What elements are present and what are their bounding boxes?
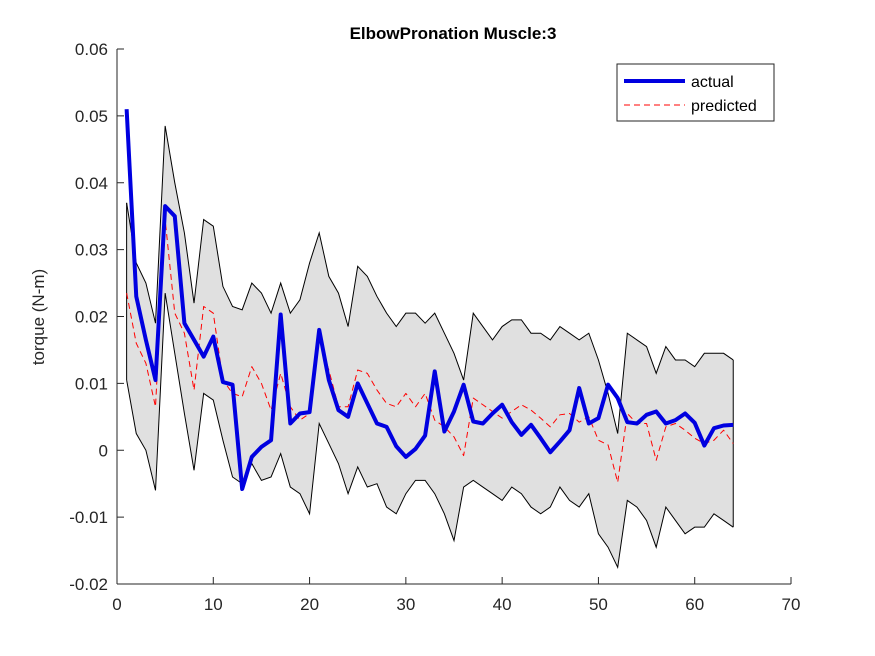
- series-line-actual: [124, 109, 734, 492]
- x-tick-label: 10: [204, 595, 223, 614]
- x-tick-label: 20: [300, 595, 319, 614]
- y-tick-label: -0.01: [69, 508, 108, 527]
- y-tick-label: 0.02: [75, 308, 108, 327]
- band-lower-bound: [126, 293, 734, 569]
- y-tick-label: 0.03: [75, 241, 108, 260]
- y-tick-label: 0.05: [75, 107, 108, 126]
- legend-box: [616, 63, 775, 122]
- legend-label-predicted: predicted: [691, 98, 757, 115]
- band-layer: [126, 125, 734, 569]
- y-tick-label: 0: [99, 441, 108, 460]
- legend-label-actual: actual: [691, 74, 734, 91]
- x-tick-label: 0: [112, 595, 121, 614]
- x-tick-label: 40: [493, 595, 512, 614]
- y-tick-label: -0.02: [69, 575, 108, 594]
- x-tick-label: 60: [685, 595, 704, 614]
- series-layer: [124, 109, 734, 492]
- y-tick-label: 0.06: [75, 40, 108, 59]
- legend: actual predicted: [616, 63, 775, 122]
- y-axis-label: torque (N-m): [29, 269, 48, 365]
- confidence-band: [126, 125, 734, 568]
- ticks-layer: 0 10 20 30 40 50 60 70 -0.02 -0.01 0 0.01 0.02 0.03 0.…: [69, 40, 800, 614]
- x-tick-label: 50: [589, 595, 608, 614]
- x-tick-label: 30: [396, 595, 415, 614]
- y-tick-label: 0.01: [75, 374, 108, 393]
- x-tick-label: 70: [782, 595, 801, 614]
- band-upper-bound: [126, 125, 734, 434]
- chart-title: ElbowPronation Muscle:3: [350, 24, 557, 43]
- y-tick-label: 0.04: [75, 174, 108, 193]
